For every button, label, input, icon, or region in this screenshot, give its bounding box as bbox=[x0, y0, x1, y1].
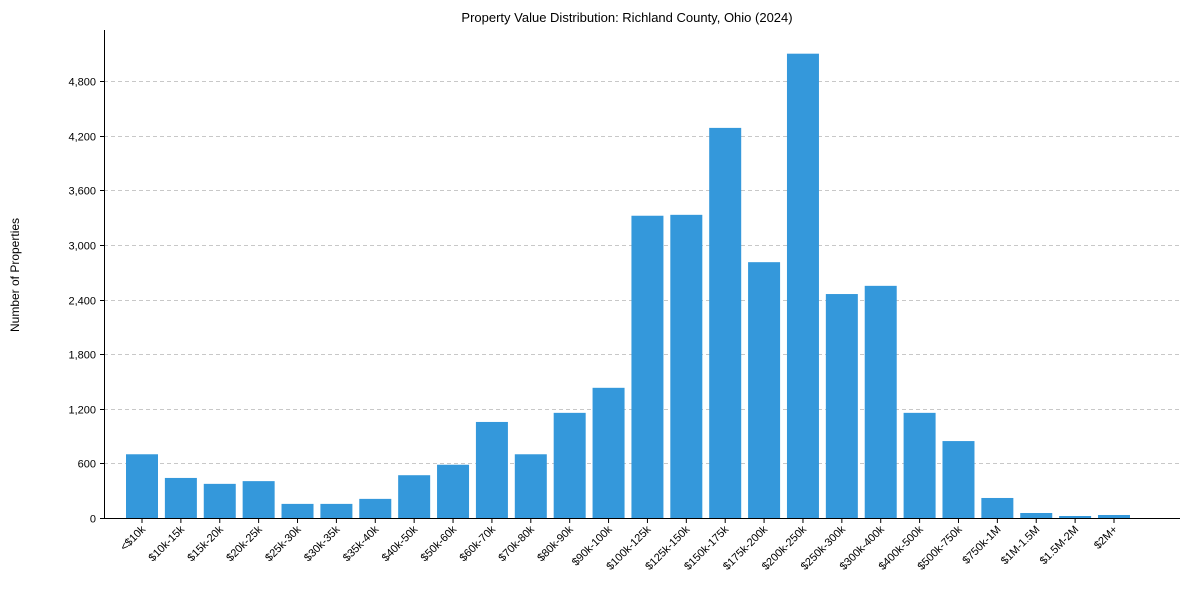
x-tick-label: $2M+ bbox=[1092, 524, 1120, 552]
bar bbox=[398, 475, 431, 518]
bar bbox=[903, 412, 936, 518]
bar bbox=[981, 497, 1014, 518]
bar bbox=[203, 483, 236, 518]
bar bbox=[553, 412, 586, 518]
bar bbox=[320, 503, 353, 518]
x-tick-label: $1.5M-2M bbox=[1038, 524, 1082, 568]
bar bbox=[1020, 512, 1053, 518]
bar bbox=[437, 464, 470, 518]
bar bbox=[514, 454, 547, 518]
bar bbox=[1059, 515, 1092, 518]
bar bbox=[670, 214, 703, 519]
x-tick-label: $1M-1.5M bbox=[999, 524, 1043, 568]
x-tick-label: <$10k bbox=[118, 523, 148, 553]
y-tick-label: 4,200 bbox=[68, 132, 96, 144]
x-tick-label: $10k-15k bbox=[147, 523, 188, 564]
x-tick-label: $50k-60k bbox=[419, 523, 460, 564]
x-tick-label: $60k-70k bbox=[458, 523, 499, 564]
x-tick-label: $15k-20k bbox=[185, 523, 226, 564]
y-tick-label: 3,000 bbox=[68, 241, 96, 253]
y-tick-label: 1,200 bbox=[68, 405, 96, 417]
y-axis-label: Number of Properties bbox=[8, 218, 22, 332]
x-tick-label: $750k-1M bbox=[960, 524, 1003, 567]
bar bbox=[592, 387, 625, 518]
x-tick-label: $30k-35k bbox=[302, 523, 343, 564]
bar bbox=[786, 53, 819, 518]
y-tick-label: 3,600 bbox=[68, 186, 96, 198]
bar bbox=[1098, 514, 1130, 518]
bar bbox=[709, 127, 742, 518]
bar bbox=[942, 441, 975, 518]
bar bbox=[748, 262, 781, 518]
bar bbox=[864, 285, 897, 518]
y-tick-label: 1,800 bbox=[68, 350, 96, 362]
y-tick-label: 4,800 bbox=[68, 77, 96, 89]
y-tick-label: 2,400 bbox=[68, 296, 96, 308]
bar bbox=[825, 294, 858, 518]
chart-title: Property Value Distribution: Richland Co… bbox=[461, 10, 792, 25]
bar bbox=[631, 215, 664, 518]
bar bbox=[126, 454, 158, 518]
x-tick-label: $40k-50k bbox=[380, 523, 421, 564]
bar bbox=[164, 477, 197, 518]
bar bbox=[281, 503, 314, 518]
bar bbox=[475, 421, 508, 518]
y-tick-label: 600 bbox=[78, 459, 96, 471]
x-tick-label: $20k-25k bbox=[224, 523, 265, 564]
y-tick-label: 0 bbox=[90, 514, 96, 526]
bar bbox=[359, 498, 392, 518]
x-tick-label: $25k-30k bbox=[263, 523, 304, 564]
x-tick-label: $80k-90k bbox=[535, 523, 576, 564]
x-tick-label: $35k-40k bbox=[341, 523, 382, 564]
bar bbox=[242, 481, 275, 518]
x-tick-label: $70k-80k bbox=[496, 523, 537, 564]
